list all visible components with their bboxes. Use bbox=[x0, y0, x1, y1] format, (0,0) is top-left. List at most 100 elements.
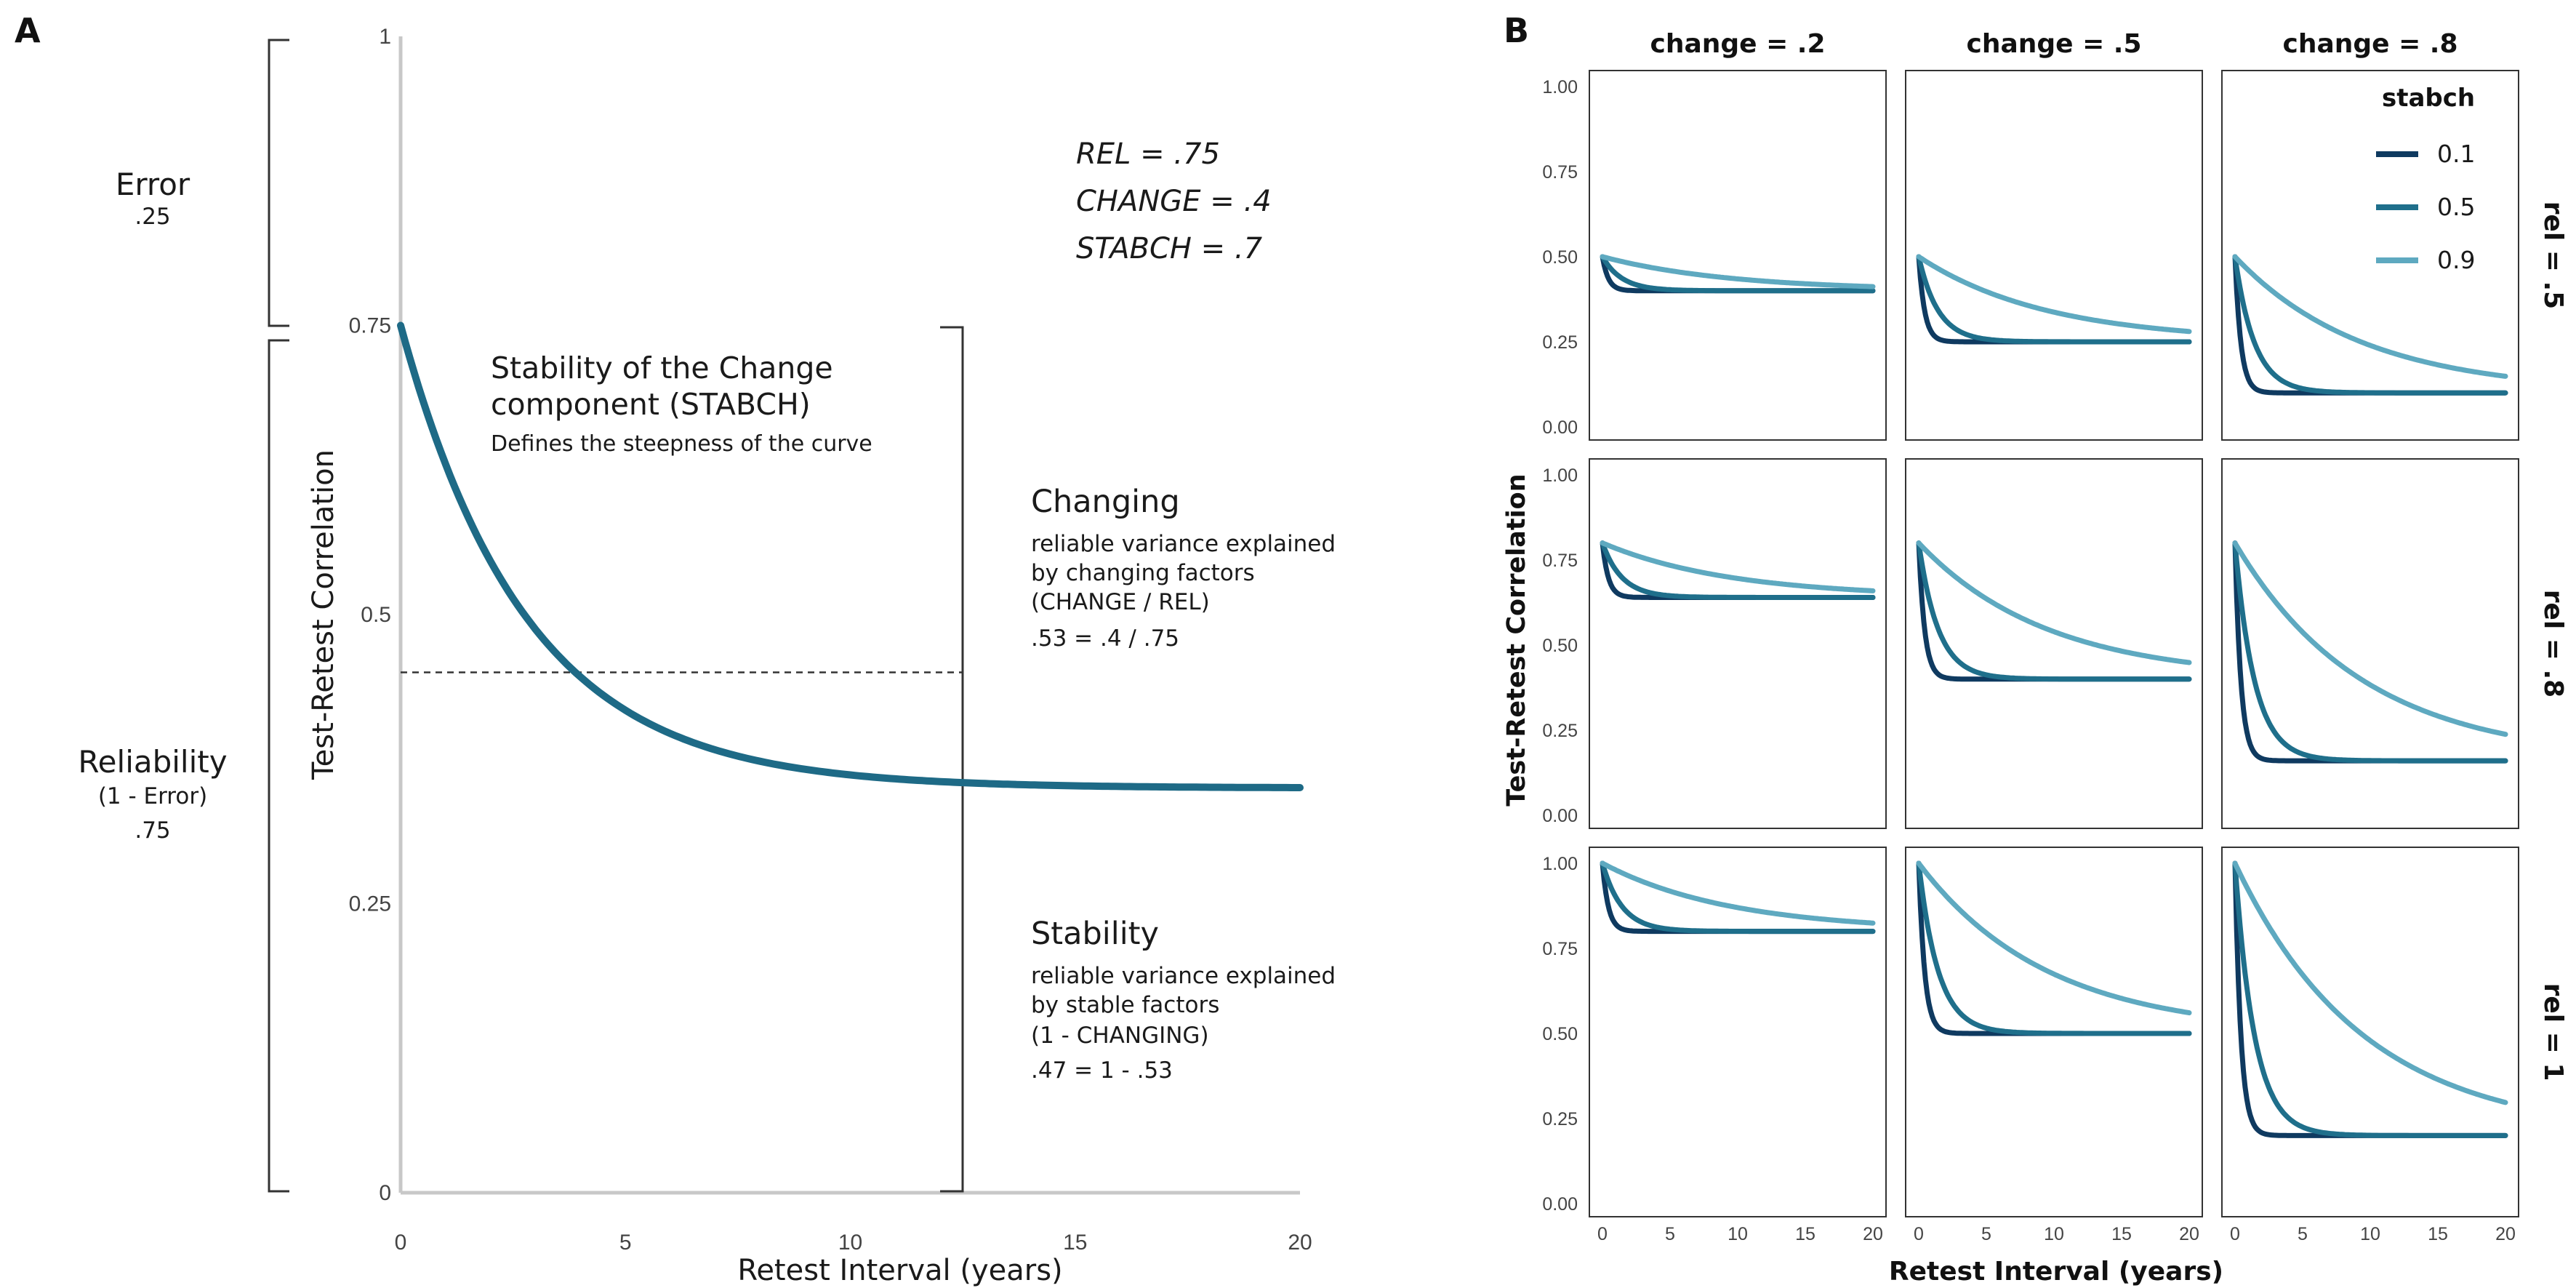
panel-b-y-axis-title: Test-Retest Correlation bbox=[1502, 473, 1531, 806]
facet-column-label: change = .2 bbox=[1650, 29, 1825, 59]
panel-a-x-tick-label: 20 bbox=[1288, 1231, 1312, 1255]
facet-panel bbox=[1905, 70, 2203, 441]
stability-line2: by stable factors bbox=[1031, 992, 1219, 1018]
panel-a-y-ticks: 0 0.25 0.5 0.75 1 bbox=[349, 25, 391, 1205]
facet-panel-frame bbox=[1589, 847, 1887, 1217]
stabch-note-line2: component (STABCH) bbox=[491, 387, 811, 422]
panel-b-x-axis-title: Retest Interval (years) bbox=[1889, 1257, 2223, 1287]
stabch-series-line bbox=[1916, 540, 2192, 682]
facet-panel bbox=[1589, 847, 1887, 1217]
facet-y-tick-label: 0.75 bbox=[1542, 551, 1578, 571]
facet-x-tick-label: 10 bbox=[2044, 1224, 2064, 1244]
facet-y-tick-label: 0.00 bbox=[1542, 417, 1578, 438]
facet-x-tick-label: 0 bbox=[1914, 1224, 1924, 1244]
facet-panel-frame bbox=[2221, 70, 2519, 441]
panel-a-label: A bbox=[15, 11, 41, 50]
facet-x-tick-label: 10 bbox=[2360, 1224, 2380, 1244]
panel-a-y-tick-label: 1 bbox=[379, 25, 391, 49]
stabch-series-line bbox=[1600, 254, 1876, 289]
facet-row-label: rel = .8 bbox=[2538, 590, 2568, 697]
facet-y-tick-label: 0.25 bbox=[1542, 332, 1578, 353]
panel-b: B change = .2 change = .5 change = .8 rel =… bbox=[1502, 11, 2568, 1287]
facet-x-tick-label: 10 bbox=[1728, 1224, 1748, 1244]
stabch-series-line bbox=[1600, 860, 1876, 926]
facet-y-tick-label: 1.00 bbox=[1542, 465, 1578, 486]
facet-row-label: rel = .5 bbox=[2538, 201, 2568, 309]
panel-a-y-tick-label: 0 bbox=[379, 1181, 391, 1205]
stability-line4: .47 = 1 - .53 bbox=[1031, 1057, 1173, 1084]
stability-line3: (1 - CHANGING) bbox=[1031, 1023, 1209, 1049]
stabch-series-line bbox=[1916, 254, 2192, 345]
stabch-note-line1: Stability of the Change bbox=[491, 351, 833, 385]
changing-line2: by changing factors bbox=[1031, 560, 1255, 586]
facet-y-tick-label: 0.50 bbox=[1542, 636, 1578, 656]
facet-y-tick-label: 0.75 bbox=[1542, 162, 1578, 183]
error-bracket bbox=[268, 39, 289, 327]
reliability-title: Reliability bbox=[78, 744, 227, 780]
stabch-series-line bbox=[1600, 540, 1876, 600]
facet-panel bbox=[2221, 70, 2519, 441]
facet-panel-frame bbox=[1589, 458, 1887, 829]
stabch-note-line3: Defines the steepness of the curve bbox=[491, 431, 872, 457]
facet-x-tick-label: 15 bbox=[2111, 1224, 2132, 1244]
facet-y-tick-label: 0.50 bbox=[1542, 1024, 1578, 1044]
facet-x-tick-label: 0 bbox=[2230, 1224, 2240, 1244]
panel-a-x-ticks: 0 5 10 15 20 bbox=[395, 1231, 1312, 1255]
changing-stability-bracket bbox=[940, 326, 964, 1193]
facet-x-tick-label: 20 bbox=[2495, 1224, 2516, 1244]
facet-y-tick-label: 1.00 bbox=[1542, 77, 1578, 97]
facet-y-tick-label: 0.75 bbox=[1542, 939, 1578, 959]
legend-label: 0.5 bbox=[2437, 193, 2475, 221]
facet-y-tick-label: 0.50 bbox=[1542, 247, 1578, 268]
panel-a: A 0 0.25 0.5 0.75 1 0 5 10 15 20 Retest Interval… bbox=[15, 11, 1336, 1287]
panel-a-x-tick-label: 15 bbox=[1063, 1231, 1087, 1255]
facet-y-tick-label: 1.00 bbox=[1542, 854, 1578, 874]
stabch-series-line bbox=[1916, 860, 2192, 1036]
panel-a-y-tick-label: 0.5 bbox=[361, 603, 391, 627]
stabch-series-line bbox=[2232, 860, 2508, 1105]
param-change: CHANGE = .4 bbox=[1076, 185, 1272, 218]
stabch-series-line bbox=[1916, 254, 2192, 335]
facet-y-tick-label: 0.00 bbox=[1542, 806, 1578, 826]
facet-x-tick-label: 15 bbox=[2428, 1224, 2448, 1244]
facet-x-tick-label: 15 bbox=[1795, 1224, 1815, 1244]
panel-a-decay-curve bbox=[397, 321, 1304, 791]
facet-panel-frame bbox=[1905, 458, 2203, 829]
panel-a-x-tick-label: 0 bbox=[395, 1231, 407, 1255]
facet-panel-frame bbox=[2221, 847, 2519, 1217]
reliability-sub: (1 - Error) bbox=[98, 783, 207, 809]
facet-panel bbox=[2221, 847, 2519, 1217]
panel-a-y-axis-title: Test-Retest Correlation bbox=[307, 449, 340, 780]
facet-panel bbox=[1905, 458, 2203, 829]
panel-a-x-axis-title: Retest Interval (years) bbox=[737, 1254, 1062, 1287]
stability-title: Stability bbox=[1031, 916, 1159, 952]
legend-label: 0.1 bbox=[2437, 140, 2475, 168]
reliability-value: .75 bbox=[135, 817, 170, 844]
facet-column-label: change = .8 bbox=[2282, 29, 2457, 59]
facet-y-tick-label: 0.25 bbox=[1542, 1109, 1578, 1129]
stabch-series-line bbox=[2232, 254, 2508, 396]
facet-grid: change = .2 change = .5 change = .8 rel = .… bbox=[1542, 29, 2568, 1244]
param-stabch: STABCH = .7 bbox=[1076, 232, 1263, 265]
panel-a-x-tick-label: 5 bbox=[619, 1231, 632, 1255]
stabch-series-line bbox=[1600, 860, 1876, 935]
stabch-series-line bbox=[2232, 254, 2508, 379]
facet-x-tick-label: 5 bbox=[2298, 1224, 2308, 1244]
legend-title: stabch bbox=[2382, 84, 2475, 113]
changing-line1: reliable variance explained bbox=[1031, 531, 1336, 557]
stabch-series-line bbox=[1916, 860, 2192, 1016]
facet-panel bbox=[2221, 458, 2519, 829]
facet-x-tick-label: 0 bbox=[1597, 1224, 1608, 1244]
facet-x-tick-label: 5 bbox=[1981, 1224, 1991, 1244]
facet-y-tick-label: 0.00 bbox=[1542, 1194, 1578, 1215]
legend-label: 0.9 bbox=[2437, 246, 2475, 274]
stabch-series-line bbox=[1600, 540, 1876, 593]
facet-row-label: rel = 1 bbox=[2538, 983, 2568, 1081]
facet-y-tick-label: 0.25 bbox=[1542, 721, 1578, 741]
facet-x-tick-label: 20 bbox=[2179, 1224, 2199, 1244]
stabch-series-line bbox=[1916, 540, 2192, 665]
stabch-series-line bbox=[2232, 860, 2508, 1138]
error-value: .25 bbox=[135, 204, 170, 230]
changing-title: Changing bbox=[1031, 484, 1180, 520]
